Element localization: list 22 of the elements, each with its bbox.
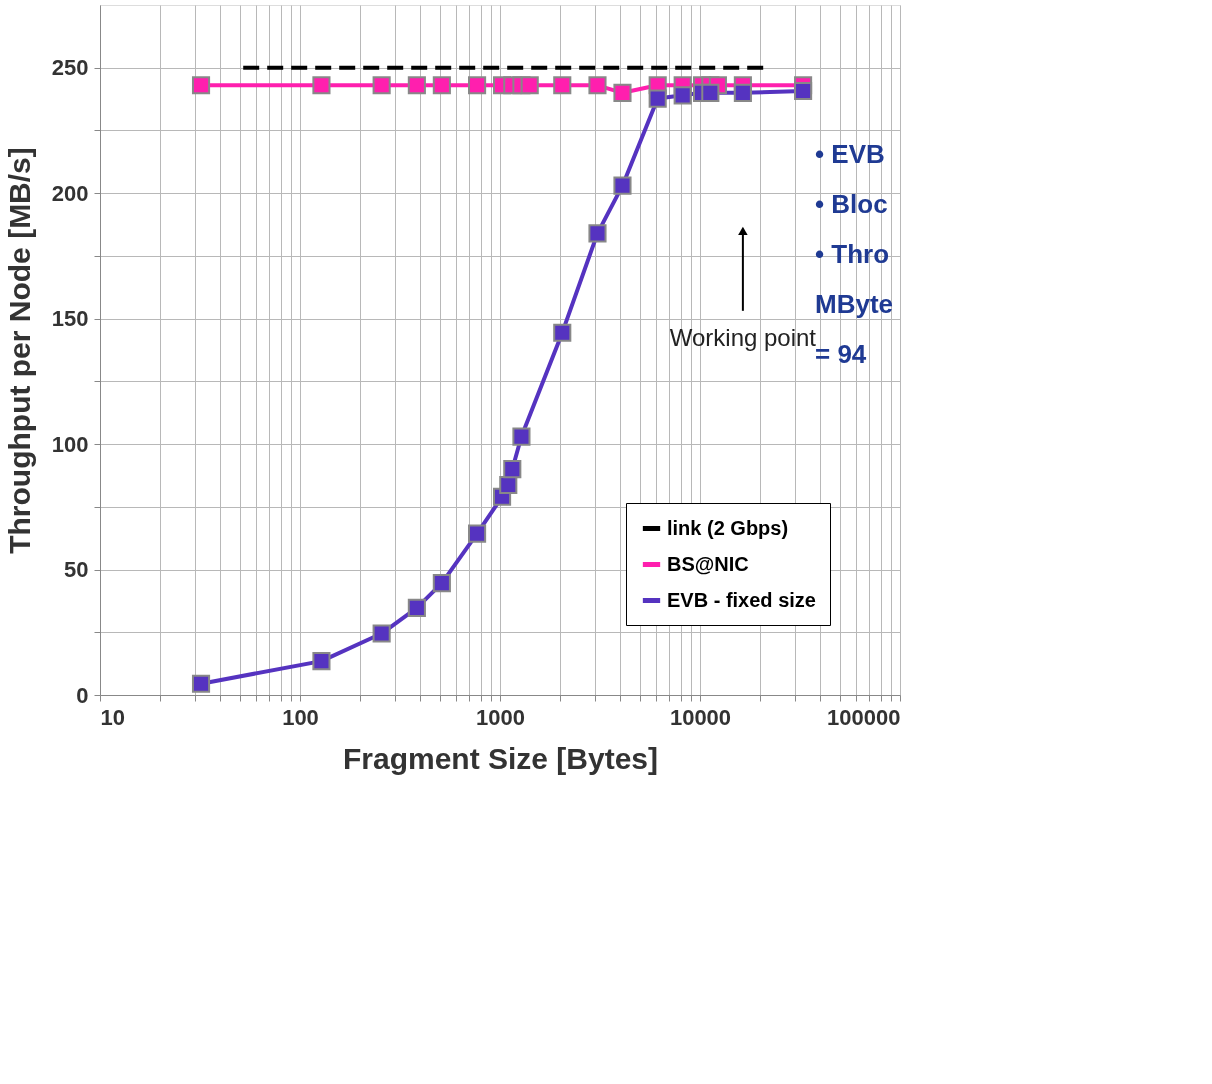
y-tick-label: 200	[51, 180, 89, 206]
y-tick-label: 0	[76, 682, 89, 708]
x-tick-label: 100000	[827, 704, 901, 730]
annotation: = 94	[815, 339, 867, 369]
y-tick-label: 50	[64, 557, 89, 583]
x-tick-label: 100	[282, 704, 319, 730]
y-tick-label: 100	[51, 431, 89, 457]
x-tick-label: 10	[100, 704, 125, 730]
y-axis-title: Throughput per Node [MB/s]	[2, 147, 36, 554]
legend-label: EVB - fixed size	[667, 588, 816, 611]
y-tick-label: 150	[51, 306, 89, 332]
x-axis-title: Fragment Size [Bytes]	[342, 741, 659, 775]
annotation: • Thro	[815, 239, 890, 269]
legend-label: link (2 Gbps)	[667, 516, 789, 539]
x-tick-label: 1000	[476, 704, 525, 730]
annotation: • EVB	[815, 139, 885, 169]
annotation: • Bloc	[815, 189, 888, 219]
legend-label: BS@NIC	[667, 552, 749, 575]
y-tick-label: 250	[51, 55, 89, 81]
annotation: Working point	[669, 323, 817, 351]
annotation: MByte	[815, 289, 894, 319]
x-tick-label: 10000	[669, 704, 732, 730]
